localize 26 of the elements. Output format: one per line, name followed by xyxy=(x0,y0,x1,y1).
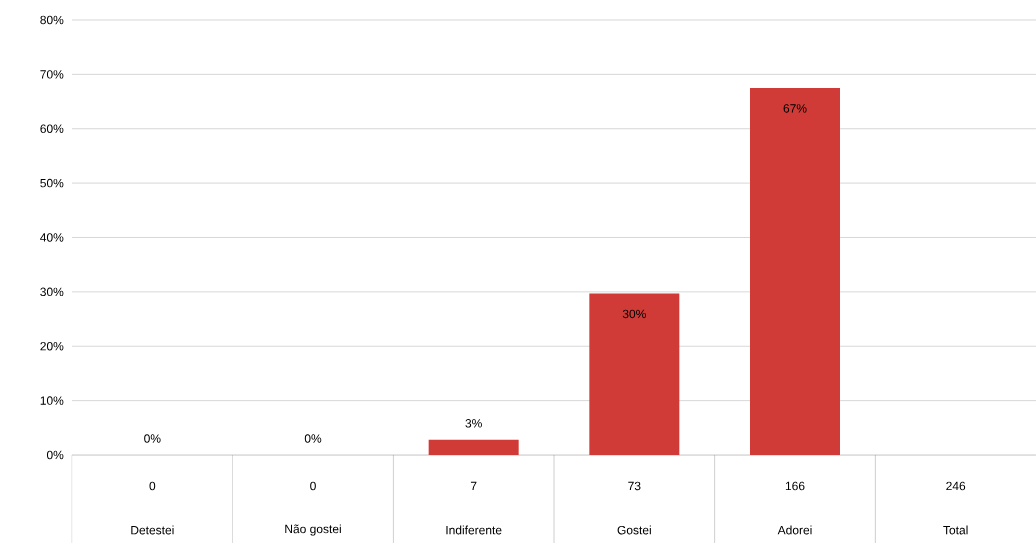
x-tick-label: Indiferente xyxy=(446,525,502,535)
y-tick-label: 60% xyxy=(40,124,64,133)
y-tick-label: 0% xyxy=(46,450,64,460)
text: 73 xyxy=(628,481,641,491)
data-label: 3% xyxy=(465,419,482,428)
text: 0 xyxy=(149,481,156,491)
data-label: 30% xyxy=(622,309,646,319)
x-tick-label: Adorei xyxy=(777,525,812,535)
y-tick-label: 50% xyxy=(40,178,64,188)
text: 0 xyxy=(310,481,316,491)
text: 7 xyxy=(470,481,477,491)
y-tick-label: 30% xyxy=(40,287,64,297)
data-label: 0% xyxy=(144,434,161,443)
x-tick-label: Total xyxy=(943,525,968,535)
text: 246 xyxy=(946,481,966,491)
x-tick-label: Detestei xyxy=(131,525,174,535)
y-tick-label: 20% xyxy=(40,342,64,351)
y-tick-label: 70% xyxy=(40,70,64,79)
data-label: 0% xyxy=(304,434,322,443)
y-tick-label: 10% xyxy=(40,396,64,405)
x-tick-label: Não gostei xyxy=(285,524,341,536)
y-tick-label: 40% xyxy=(40,233,64,242)
x-tick-label: Gostei xyxy=(617,525,651,535)
data-label: 67% xyxy=(783,104,807,113)
y-tick-label: 80% xyxy=(40,15,64,25)
text: 166 xyxy=(785,481,805,491)
